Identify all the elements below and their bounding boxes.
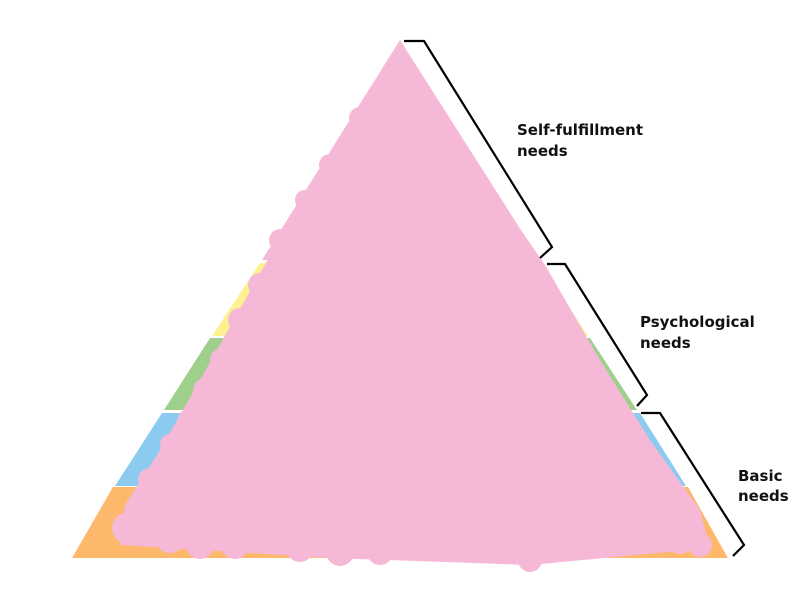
- scribble-blob: [617, 429, 639, 451]
- scribble-blob: [286, 406, 314, 434]
- scribble-blob: [388, 188, 412, 212]
- scribble-blob: [464, 179, 486, 201]
- scribble-blob: [593, 393, 617, 417]
- scribble-blob: [573, 363, 597, 387]
- scribble-blob: [508, 258, 532, 282]
- scribble-blob: [306, 466, 334, 494]
- scribble-blob: [548, 328, 572, 352]
- scribble-blob: [443, 536, 467, 560]
- scribble-blob: [518, 548, 542, 572]
- scribble-blob: [419, 99, 441, 121]
- scribble-blob: [552, 527, 578, 553]
- scribble-blob: [221, 531, 249, 559]
- scribble-blob: [660, 483, 684, 507]
- scribble-blob: [596, 496, 624, 524]
- scribble-blob: [347, 267, 373, 293]
- scribble-blob: [286, 534, 314, 562]
- scribble-blob: [295, 190, 315, 210]
- scribble-blob: [138, 468, 162, 492]
- scribble-blob: [400, 68, 420, 88]
- label-psychological-line2: needs: [640, 334, 691, 352]
- scribble-blob: [112, 512, 144, 544]
- scribble-blob: [366, 456, 394, 484]
- scribble-blob: [547, 467, 573, 493]
- bracket-basic: [641, 411, 746, 557]
- brackets: [404, 39, 746, 557]
- bracket-psychological: [547, 262, 649, 407]
- scribble-blob: [326, 538, 354, 566]
- scribble-blob: [406, 406, 434, 434]
- scribble-blob: [444, 139, 466, 161]
- scribble-blob: [193, 378, 217, 402]
- scribble-blob: [486, 456, 514, 484]
- label-self-fulfillment: Self-fulfillment: [517, 121, 643, 139]
- scribble-blob: [377, 327, 403, 353]
- bracket-self-fulfillment: [404, 39, 554, 259]
- scribble-blob: [228, 308, 252, 332]
- scribble-blob: [346, 396, 374, 424]
- scribble-blob: [527, 407, 553, 433]
- scribble-blob: [416, 506, 444, 534]
- scribble-blob: [160, 433, 184, 457]
- scribble-blob: [269, 229, 291, 251]
- scribble-blob: [248, 273, 272, 297]
- label-self-fulfillment-line2: needs: [517, 142, 568, 160]
- scribble-blob: [688, 533, 712, 557]
- scribble-blob: [666, 526, 694, 554]
- scribble-blob: [487, 219, 509, 241]
- scribble-blob: [626, 526, 654, 554]
- scribble-blob: [210, 348, 234, 372]
- scribble-blob: [155, 523, 185, 553]
- scribble-blob: [252, 525, 278, 551]
- scribble-blob: [186, 531, 214, 559]
- scribble-blob: [317, 337, 343, 363]
- pink-scribble-overlay: [112, 55, 712, 572]
- scribble-blob: [437, 337, 463, 363]
- scribble-blob: [477, 527, 503, 553]
- label-psychological: Psychological: [640, 313, 755, 331]
- scribble-blob: [407, 267, 433, 293]
- label-basic-line2: needs: [738, 487, 789, 505]
- scribble-blob: [319, 154, 341, 176]
- scribble-blob: [406, 531, 434, 559]
- scribble-blob: [349, 107, 371, 129]
- scribble-blob: [586, 521, 614, 549]
- scribble-blob: [367, 539, 393, 565]
- label-basic: Basic: [738, 467, 783, 485]
- scribble-blob: [136, 496, 164, 524]
- scribble-blob: [466, 396, 494, 424]
- scribble-blob: [246, 456, 274, 484]
- scribble-blob: [638, 458, 662, 482]
- scribble-blob: [178, 408, 202, 432]
- scribble-blob: [236, 496, 264, 524]
- scribble-blob: [534, 289, 556, 311]
- scribble-blob: [426, 466, 454, 494]
